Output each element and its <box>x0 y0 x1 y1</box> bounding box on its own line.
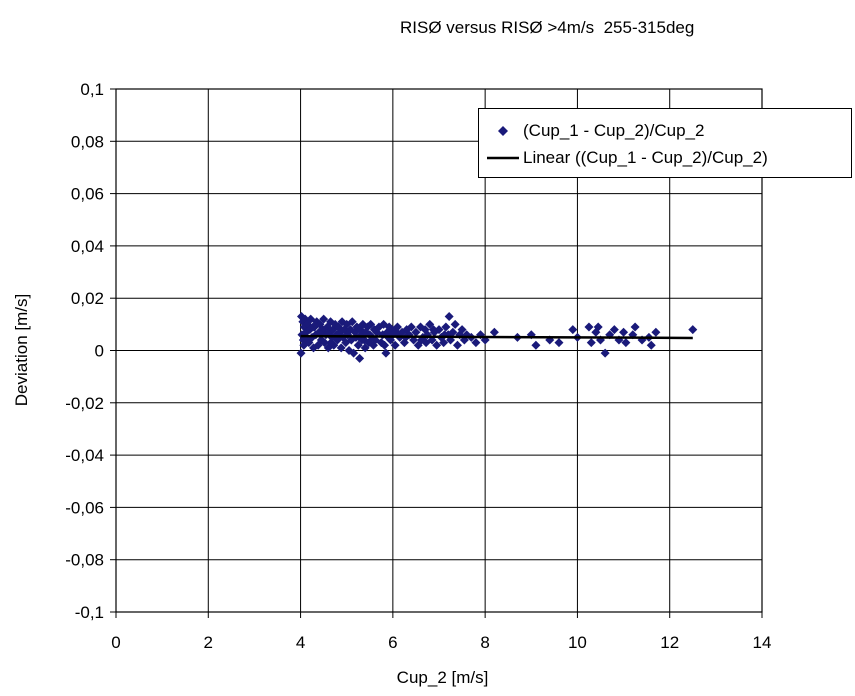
x-tick-label: 4 <box>296 633 305 652</box>
legend-label-trendline: Linear ((Cup_1 - Cup_2)/Cup_2) <box>523 148 768 167</box>
data-point <box>299 340 309 350</box>
data-point <box>621 338 631 348</box>
legend-item-scatter: (Cup_1 - Cup_2)/Cup_2 <box>487 119 704 143</box>
line-marker-icon <box>487 156 519 160</box>
x-tick-label: 12 <box>660 633 679 652</box>
y-tick-label: 0,02 <box>71 289 104 308</box>
data-point <box>336 343 346 353</box>
x-tick-label: 0 <box>111 633 120 652</box>
data-point <box>439 338 449 348</box>
data-point <box>584 322 594 332</box>
y-tick-label: 0,1 <box>80 80 104 99</box>
data-point <box>688 325 698 335</box>
data-point <box>349 348 359 358</box>
data-point <box>390 340 400 350</box>
x-tick-label: 14 <box>753 633 772 652</box>
data-point <box>428 325 438 335</box>
y-tick-label: 0 <box>95 342 104 361</box>
y-tick-label: -0,1 <box>75 603 104 622</box>
y-tick-label: -0,08 <box>65 551 104 570</box>
x-tick-label: 6 <box>388 633 397 652</box>
data-point <box>347 317 357 327</box>
data-point <box>600 348 610 358</box>
data-point <box>296 348 306 358</box>
data-point <box>434 325 444 335</box>
data-point <box>326 338 336 348</box>
y-tick-label: -0,02 <box>65 394 104 413</box>
data-point <box>411 327 421 337</box>
data-point <box>471 338 481 348</box>
data-point <box>457 325 467 335</box>
legend: (Cup_1 - Cup_2)/Cup_2 Linear ((Cup_1 - C… <box>478 108 852 178</box>
data-point <box>450 319 460 329</box>
data-point <box>381 348 391 358</box>
data-point <box>630 322 640 332</box>
data-point <box>444 312 454 322</box>
data-point <box>319 314 329 324</box>
data-point <box>531 340 541 350</box>
data-point <box>380 340 390 350</box>
data-point <box>619 327 629 337</box>
legend-label-scatter: (Cup_1 - Cup_2)/Cup_2 <box>523 121 705 140</box>
legend-item-trendline: Linear ((Cup_1 - Cup_2)/Cup_2) <box>487 146 768 170</box>
data-point <box>593 322 603 332</box>
y-tick-label: 0,08 <box>71 132 104 151</box>
diamond-marker-icon <box>487 125 519 137</box>
data-point <box>609 325 619 335</box>
data-point <box>568 325 578 335</box>
data-point <box>392 327 402 337</box>
data-point <box>554 338 564 348</box>
x-tick-label: 10 <box>568 633 587 652</box>
data-point <box>651 327 661 337</box>
trendline <box>300 334 693 340</box>
chart-title: RISØ versus RISØ >4m/s 255-315deg <box>400 18 695 37</box>
data-point <box>308 322 318 332</box>
y-tick-label: -0,06 <box>65 498 104 517</box>
data-point <box>441 322 451 332</box>
data-point <box>355 353 365 363</box>
y-tick-label: 0,04 <box>71 237 104 256</box>
data-point <box>448 327 458 337</box>
y-tick-label: -0,04 <box>65 446 104 465</box>
data-point <box>489 327 499 337</box>
data-point <box>452 340 462 350</box>
x-axis-label: Cup_2 [m/s] <box>396 668 489 687</box>
x-tick-label: 2 <box>204 633 213 652</box>
data-point <box>646 340 656 350</box>
data-point <box>432 340 442 350</box>
x-tick-label: 8 <box>480 633 489 652</box>
data-point <box>357 335 367 345</box>
data-point <box>586 338 596 348</box>
data-point <box>406 322 416 332</box>
y-tick-label: 0,06 <box>71 185 104 204</box>
